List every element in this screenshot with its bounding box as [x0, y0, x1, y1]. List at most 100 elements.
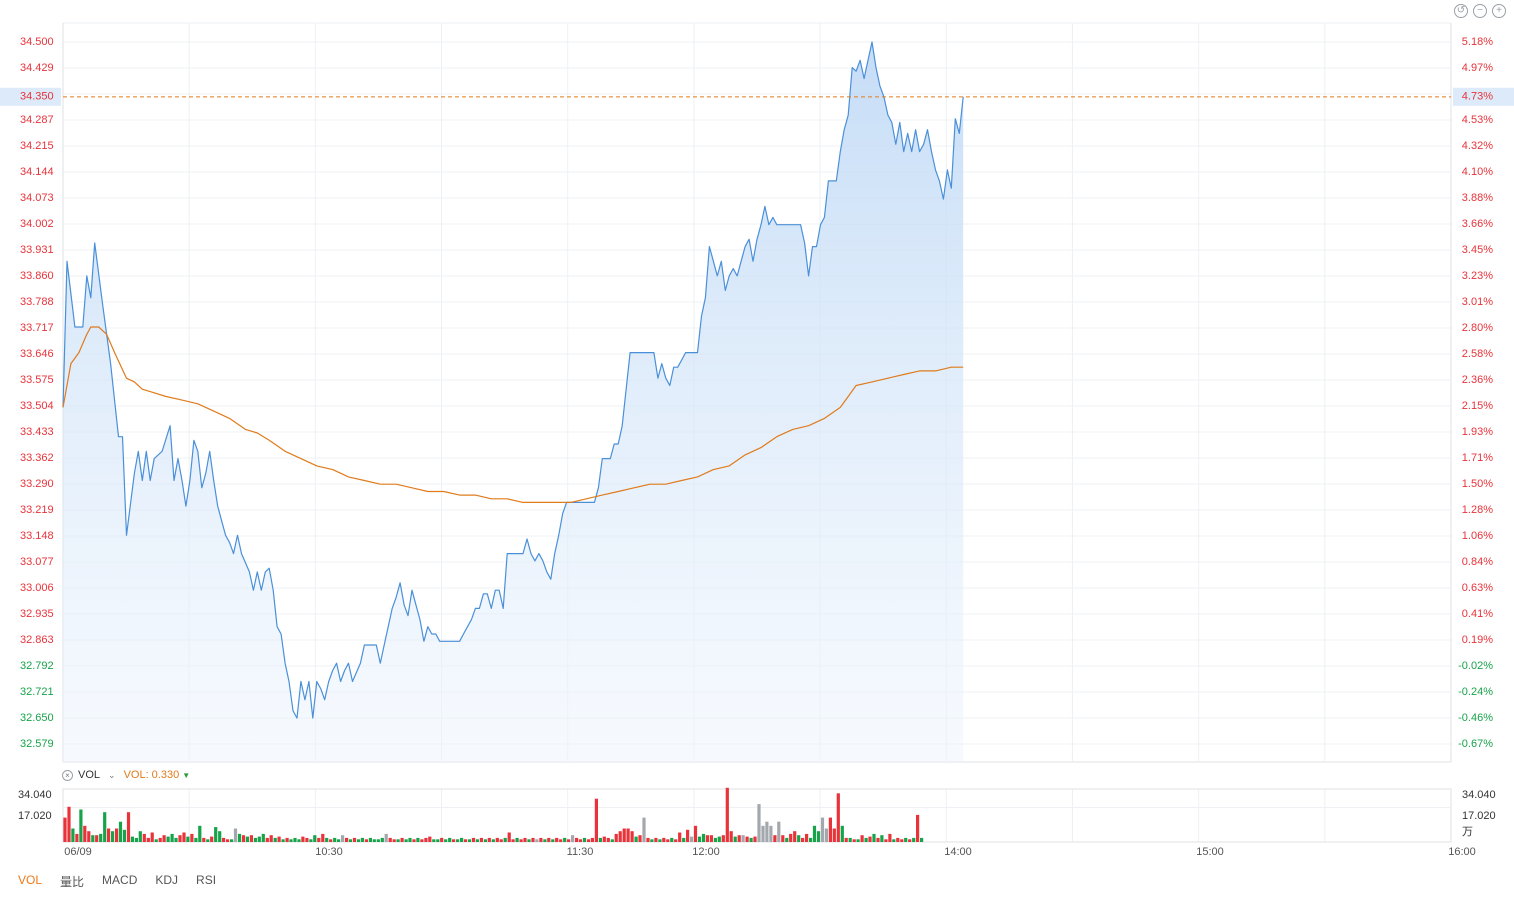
- volume-bar: [483, 839, 487, 842]
- volume-bar: [765, 821, 769, 842]
- pct-tick-label: 0.41%: [1462, 608, 1493, 620]
- zoom-in-icon[interactable]: +: [1492, 4, 1506, 18]
- volume-bar: [828, 817, 832, 842]
- pct-tick-label: 0.19%: [1462, 634, 1493, 646]
- tab-vol[interactable]: VOL: [18, 873, 43, 887]
- volume-bar: [868, 836, 872, 842]
- volume-bar: [773, 835, 777, 842]
- volume-bar: [341, 835, 345, 842]
- volume-bar: [115, 828, 119, 842]
- volume-bar: [860, 835, 864, 842]
- price-tick-label: 34.144: [20, 166, 54, 178]
- pct-tick-label: -0.02%: [1458, 660, 1493, 672]
- tab-macd[interactable]: MACD: [102, 873, 138, 887]
- tab-kdj[interactable]: KDJ: [155, 873, 179, 887]
- volume-bar: [75, 833, 79, 842]
- volume-bar: [265, 837, 269, 842]
- current-pct-label: 4.73%: [1462, 91, 1493, 103]
- volume-bar: [602, 836, 606, 842]
- volume-bar: [690, 836, 694, 842]
- tab-volume-ratio[interactable]: 量比: [60, 875, 85, 889]
- price-tick-label: 34.073: [20, 192, 54, 204]
- volume-bar: [249, 835, 253, 842]
- volume-bar: [801, 837, 805, 842]
- pct-tick-label: 2.80%: [1462, 322, 1493, 334]
- volume-bar: [364, 839, 368, 842]
- volume-bar: [789, 833, 793, 842]
- volume-bar: [701, 833, 706, 842]
- volume-bar: [99, 833, 103, 842]
- volume-bar: [479, 837, 483, 842]
- tab-rsi[interactable]: RSI: [196, 873, 217, 887]
- volume-bar: [122, 829, 127, 842]
- price-tick-label: 33.362: [20, 452, 54, 464]
- volume-bar: [638, 835, 642, 842]
- x-tick-label: 16:00: [1448, 846, 1476, 858]
- volume-bar: [749, 837, 753, 842]
- volume-bar: [721, 835, 725, 842]
- volume-bar: [448, 837, 452, 842]
- volume-bar: [79, 809, 83, 842]
- volume-bar: [130, 836, 134, 842]
- volume-bar: [241, 835, 246, 842]
- volume-bar: [642, 817, 646, 842]
- volume-bar: [805, 833, 809, 842]
- volume-bar: [848, 837, 852, 842]
- volume-bar: [797, 835, 801, 842]
- volume-bar: [892, 839, 896, 842]
- volume-bar: [658, 839, 662, 842]
- volume-bar: [206, 839, 210, 842]
- undo-icon[interactable]: ↺: [1454, 4, 1468, 18]
- volume-bar: [693, 825, 698, 842]
- price-tick-label: 32.792: [20, 660, 54, 672]
- volume-bar: [452, 839, 456, 842]
- zoom-out-icon[interactable]: −: [1473, 4, 1487, 18]
- volume-bar: [519, 839, 523, 842]
- volume-bar: [237, 833, 242, 842]
- volume-bar: [678, 832, 682, 842]
- volume-bar: [436, 839, 440, 842]
- volume-bar: [535, 839, 539, 842]
- volume-bar: [103, 812, 107, 842]
- volume-bar: [551, 839, 555, 842]
- volume-bar: [852, 839, 856, 842]
- volume-indicator-name[interactable]: VOL: [78, 769, 101, 781]
- price-area-fill: [63, 42, 964, 762]
- chevron-down-icon[interactable]: ⌄: [108, 769, 116, 780]
- volume-bar: [289, 839, 293, 842]
- volume-bar: [297, 839, 301, 842]
- volume-bar: [884, 839, 888, 842]
- volume-bar: [614, 833, 618, 842]
- volume-bar: [95, 835, 99, 842]
- volume-bar: [134, 837, 138, 842]
- volume-bar: [273, 837, 277, 842]
- volume-bar: [404, 839, 408, 842]
- close-icon[interactable]: ×: [62, 769, 73, 781]
- volume-bar: [198, 825, 202, 842]
- pct-tick-label: 1.93%: [1462, 426, 1493, 438]
- volume-bar: [920, 837, 924, 842]
- price-tick-label: 34.287: [20, 114, 54, 126]
- volume-bar: [610, 839, 614, 842]
- volume-bar: [575, 837, 579, 842]
- volume-panel-frame: [62, 788, 1452, 843]
- pct-tick-label: 2.15%: [1462, 400, 1493, 412]
- volume-bar: [567, 839, 571, 842]
- volume-bar: [317, 837, 321, 842]
- volume-bar: [107, 828, 111, 842]
- volume-bar: [301, 836, 305, 842]
- volume-bar: [245, 836, 249, 842]
- volume-bar: [202, 837, 206, 842]
- volume-bar: [372, 839, 376, 842]
- pct-tick-label: 4.53%: [1462, 114, 1493, 126]
- volume-bar: [650, 839, 654, 842]
- volume-bar: [809, 837, 813, 842]
- volume-bar: [111, 831, 115, 842]
- volume-bar: [166, 836, 170, 842]
- volume-bar: [590, 837, 594, 842]
- volume-bar: [309, 839, 313, 842]
- volume-bar: [392, 839, 396, 842]
- volume-bar: [388, 837, 392, 842]
- volume-bar: [467, 839, 472, 842]
